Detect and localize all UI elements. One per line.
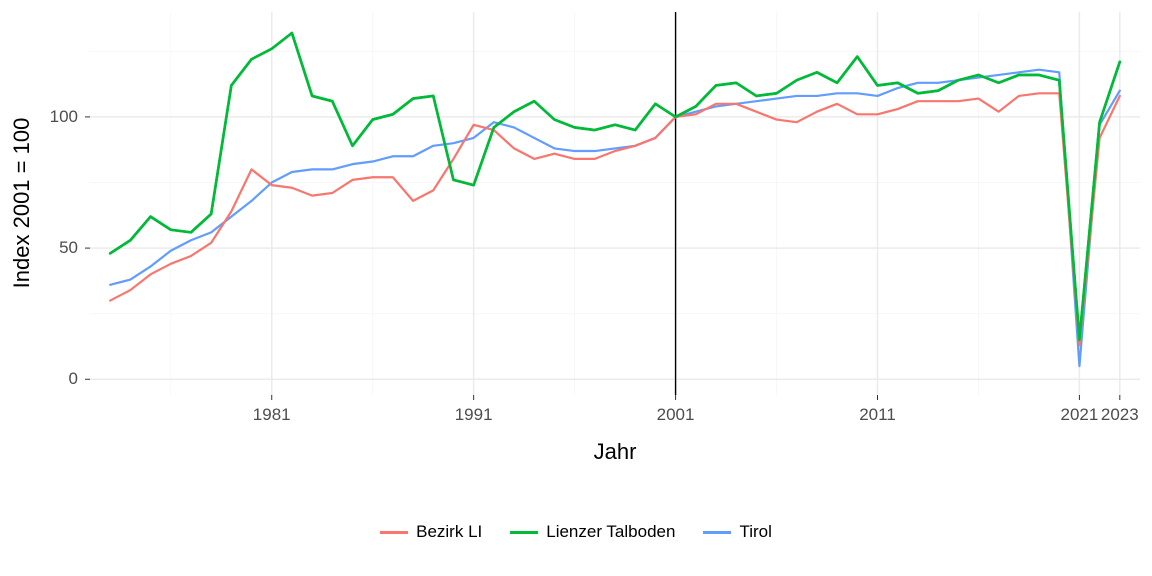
x-tick-label: 1981 (253, 405, 291, 425)
x-axis-title: Jahr (585, 439, 645, 465)
legend-item-tirol: Tirol (703, 522, 771, 542)
legend-label: Lienzer Talboden (546, 522, 675, 542)
x-tick-label: 2021 (1061, 405, 1099, 425)
legend-swatch-bezirk_li (380, 531, 408, 534)
x-tick-label: 2001 (657, 405, 695, 425)
x-tick-label: 2011 (859, 405, 896, 425)
x-tick-label: 2023 (1101, 405, 1139, 425)
legend-item-lienzer_talboden: Lienzer Talboden (510, 522, 675, 542)
y-tick-label: 50 (0, 238, 78, 258)
legend-swatch-lienzer_talboden (510, 531, 538, 534)
legend-swatch-tirol (703, 531, 731, 534)
line-chart (0, 0, 1152, 576)
y-axis-title: Index 2001 = 100 (9, 118, 35, 289)
legend-item-bezirk_li: Bezirk LI (380, 522, 482, 542)
legend-label: Bezirk LI (416, 522, 482, 542)
y-tick-label: 100 (0, 107, 78, 127)
y-tick-label: 0 (0, 369, 78, 389)
legend: Bezirk LI Lienzer Talboden Tirol (0, 522, 1152, 542)
chart-container: Index 2001 = 100 0 50 100 1981 1991 2001 2011… (0, 0, 1152, 576)
x-tick-label: 1991 (455, 405, 493, 425)
legend-label: Tirol (739, 522, 771, 542)
